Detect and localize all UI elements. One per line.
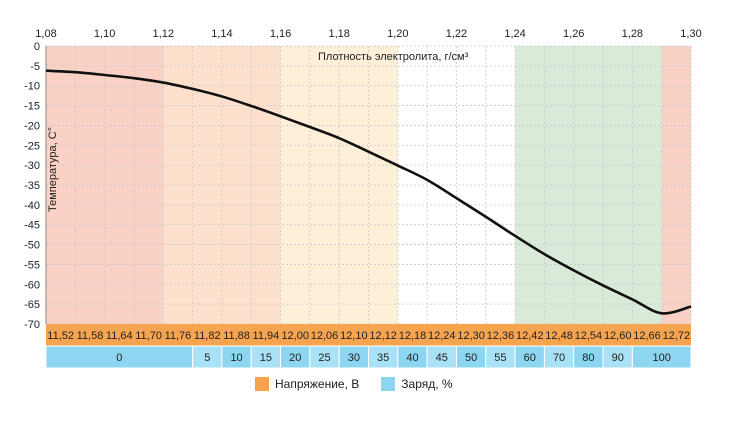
x-tick-label: 1,10 [94,28,115,40]
voltage-label: 11,88 [223,330,250,342]
y-tick-label: -65 [24,299,40,311]
voltage-label: 12,66 [633,330,661,342]
voltage-label: 11,70 [135,330,162,342]
charge-label: 60 [524,352,536,364]
charge-label: 35 [377,352,389,364]
y-tick-label: -15 [24,101,40,113]
y-tick-label: -70 [24,319,40,331]
charge-label: 45 [436,352,448,364]
charge-label: 55 [494,352,506,364]
x-tick-label: 1,08 [35,28,56,40]
charge-label: 40 [406,352,418,364]
charge-label: 30 [348,352,360,364]
legend-swatch-charge [381,377,396,391]
voltage-label: 11,82 [194,330,221,342]
voltage-label: 12,06 [311,330,339,342]
charge-label: 80 [582,352,594,364]
legend-label-charge: Заряд, % [401,377,453,391]
x-tick-label: 1,24 [504,28,525,40]
x-tick-label: 1,12 [153,28,174,40]
y-tick-label: -20 [24,120,40,132]
voltage-label: 12,12 [369,330,397,342]
y-tick-label: -35 [24,180,40,192]
voltage-label: 11,52 [47,330,74,342]
charge-label: 20 [289,352,301,364]
x-tick-label: 1,14 [211,28,232,40]
x-tick-label: 1,28 [622,28,643,40]
voltage-label: 12,54 [575,330,603,342]
x-tick-label: 1,30 [680,28,701,40]
charge-row: 0 5 10 15 20 25 30 35 40 45 50 55 60 70 80 90 100 [45,345,692,369]
y-tick-label: -5 [30,61,40,73]
charge-label: 10 [230,352,242,364]
voltage-label: 12,48 [545,330,573,342]
charge-label: 25 [318,352,330,364]
temperature-curve [45,69,692,315]
y-tick-label: -40 [24,200,40,212]
y-tick-label: -50 [24,240,40,252]
voltage-label: 12,00 [281,330,309,342]
x-tick-label: 1,26 [563,28,584,40]
y-tick-label: -30 [24,160,40,172]
voltage-label: 11,58 [77,330,104,342]
charge-label: 15 [260,352,272,364]
x-tick-label: 1,22 [446,28,467,40]
y-tick-label: -10 [24,81,40,93]
voltage-label: 12,24 [428,330,456,342]
voltage-label: 11,94 [253,330,280,342]
x-tick-label: 1,20 [387,28,408,40]
x-axis-title: Плотность электролита, г/см³ [318,51,469,63]
y-tick-label: -25 [24,140,40,152]
legend: Напряжение, В Заряд, % [255,377,453,391]
charge-label: 0 [116,352,122,364]
voltage-label: 12,18 [399,330,427,342]
y-tick-labels: 0 -5 -10 -15 -20 -25 -30 -35 -40 -45 -50 -55 -60 -65 -… [24,41,40,331]
legend-swatch-voltage [255,377,269,391]
legend-item-charge: Заряд, % [381,377,453,391]
charge-cell [631,345,692,369]
y-tick-label: 0 [34,41,40,53]
voltage-label: 12,30 [457,330,485,342]
voltage-label: 12,36 [487,330,515,342]
voltage-row-bg [46,324,691,346]
y-axis-title: Температура, С° [47,127,59,212]
voltage-label: 12,60 [604,330,632,342]
y-tick-label: -60 [24,279,40,291]
charge-label: 70 [553,352,565,364]
x-tick-label: 1,18 [328,28,349,40]
charge-label: 90 [612,352,624,364]
voltage-row: 11,52 11,58 11,64 11,70 11,76 11,82 11,88 11,94… [46,324,691,346]
charge-label: 50 [465,352,477,364]
charge-label: 5 [204,352,210,364]
y-tick-label: -55 [24,259,40,271]
voltage-label: 12,72 [663,330,691,342]
voltage-label: 11,76 [165,330,192,342]
voltage-label: 12,10 [340,330,368,342]
voltage-label: 11,64 [106,330,133,342]
charge-label: 100 [653,352,671,364]
x-tick-labels: 1,08 1,10 1,12 1,14 1,16 1,18 1,20 1,22 1,24 1,26… [35,28,701,40]
legend-item-voltage: Напряжение, В [255,377,359,391]
voltage-label: 12,42 [516,330,544,342]
y-tick-label: -45 [24,220,40,232]
x-tick-label: 1,16 [270,28,291,40]
legend-label-voltage: Напряжение, В [275,377,360,391]
